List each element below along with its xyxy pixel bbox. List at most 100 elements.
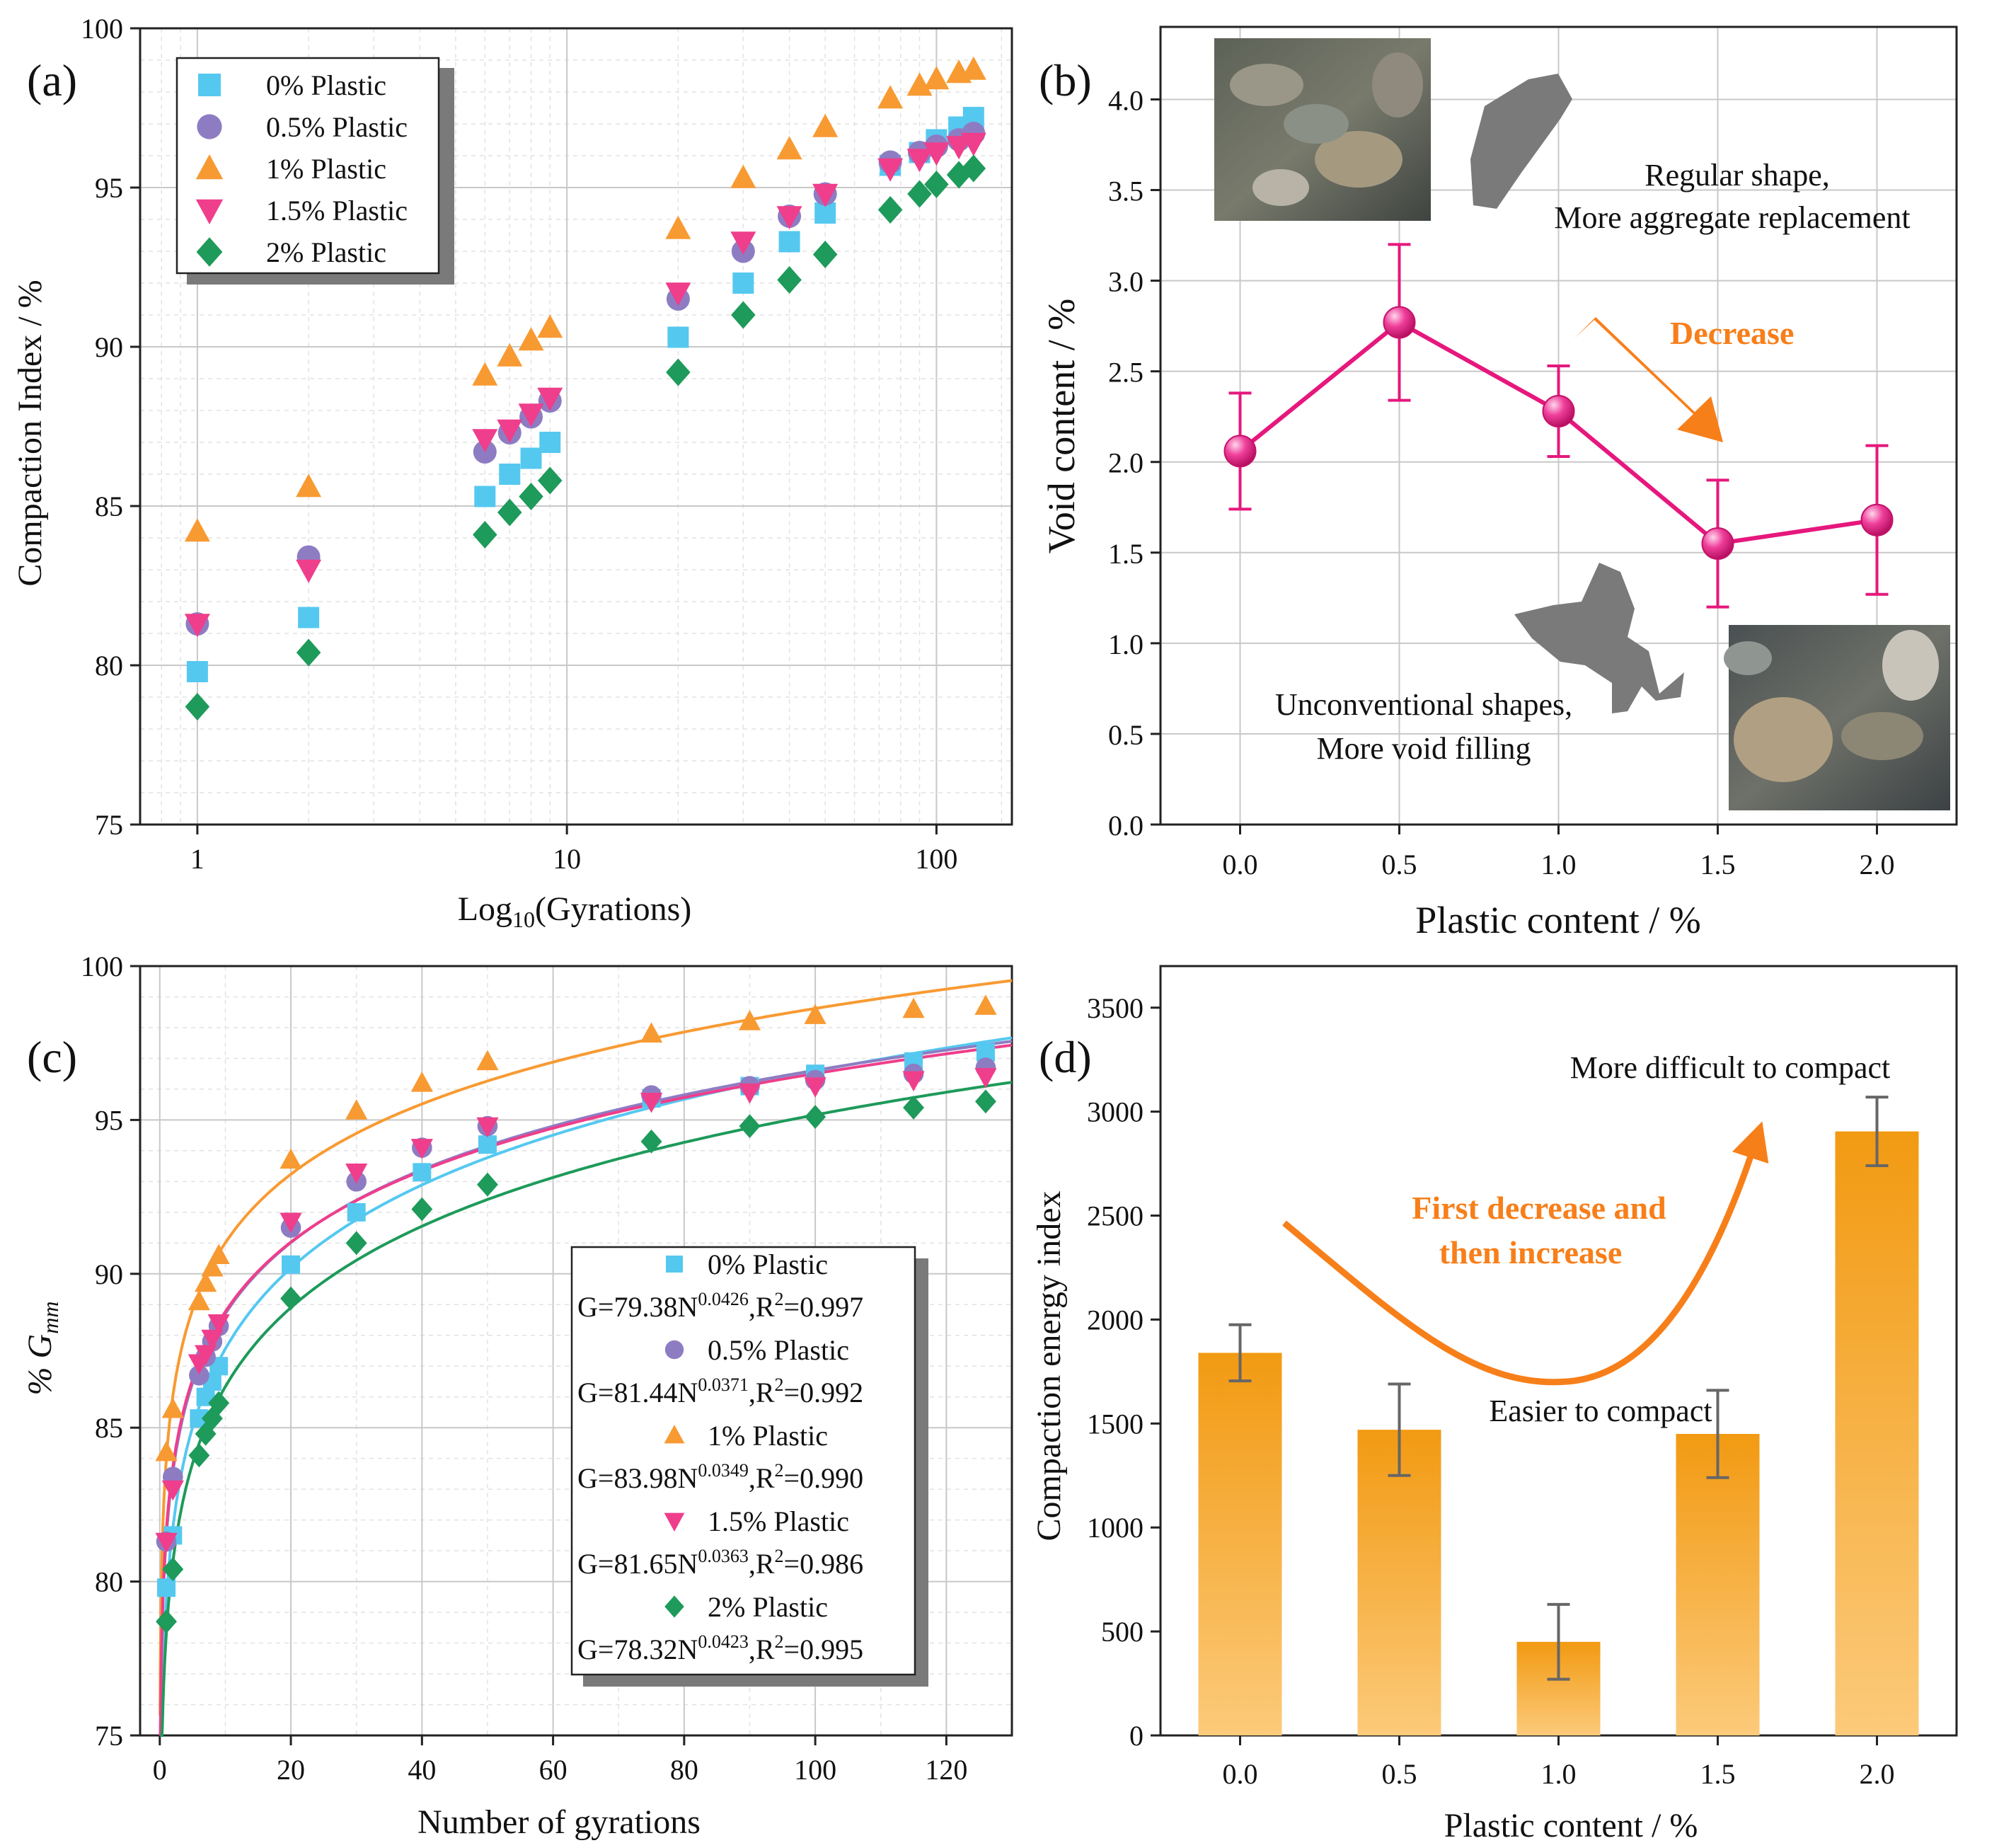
panel-c-point	[411, 1197, 433, 1222]
panel-d-bars	[1198, 1096, 1919, 1735]
panel-a-point	[666, 358, 691, 386]
panel-c-equation-exponent: 0.0363	[698, 1546, 749, 1566]
panel-c-point	[188, 1290, 210, 1311]
panel-c-legend-equation: G=81.65N0.0363,R2=0.986	[577, 1546, 863, 1580]
panel-a-plot-frame	[139, 27, 1013, 826]
panel-a-point	[730, 231, 756, 256]
panel-c-point	[155, 1532, 178, 1554]
panel-a-point	[923, 142, 950, 166]
panel-c-point	[156, 1609, 178, 1634]
panel-a-points	[184, 56, 986, 720]
panel-a-point	[961, 154, 986, 183]
regular-shape-text-2: More aggregate replacement	[1554, 200, 1910, 235]
panel-a-point	[298, 607, 320, 628]
panel-a-point	[296, 559, 322, 583]
panel-a-point	[519, 483, 543, 510]
panel-a-legend-marker	[197, 114, 222, 139]
first-decrease-label-2: then increase	[1439, 1234, 1623, 1270]
panel-a-point	[497, 498, 522, 527]
panel-a-point	[184, 614, 210, 638]
panel-c-legend-label: 1% Plastic	[708, 1420, 828, 1452]
panel-c-equation-exponent: 0.0349	[698, 1460, 749, 1481]
panel-c-xtick-label: 100	[794, 1754, 836, 1786]
irregular-aggregate-shape	[1514, 563, 1684, 713]
panel-d-ytick-label: 3500	[1087, 992, 1144, 1024]
decrease-arrow	[1574, 317, 1723, 442]
panel-a-legend-label: 0% Plastic	[266, 69, 386, 101]
panel-b-xtick-label: 2.0	[1860, 849, 1895, 880]
panel-d-xtick-label: 1.5	[1700, 1758, 1736, 1790]
panel-c-point	[478, 1135, 497, 1154]
panel-d-ytick-label: 0	[1129, 1720, 1144, 1752]
panel-a-point	[812, 183, 839, 207]
panel-a-point	[877, 158, 904, 182]
unconventional-shape-text-2: More void filling	[1316, 731, 1531, 766]
panel-a-point	[537, 314, 563, 338]
panel-a-point	[472, 429, 498, 453]
first-decrease-label-1: First decrease and	[1412, 1190, 1666, 1226]
panel-c-point	[410, 1071, 433, 1092]
panel-a-point	[777, 266, 802, 294]
decrease-increase-curve-arrow	[1282, 1121, 1769, 1386]
panel-a-point	[877, 196, 903, 224]
panel-c-equation-r-value: =0.986	[784, 1548, 864, 1580]
panel-c-ytick-label: 100	[81, 951, 123, 982]
panel-c-ylabel-main: % G	[21, 1334, 59, 1396]
panel-c-point	[476, 1117, 499, 1138]
panel-b-ytick-label: 0.5	[1108, 719, 1144, 751]
panel-a-legend-marker	[195, 199, 224, 224]
panel-c-equation-r: ,R	[749, 1634, 775, 1665]
panel-c-point	[410, 1139, 433, 1159]
panel-a-point	[812, 241, 838, 268]
panel-a-point	[667, 326, 689, 348]
panel-a-legend: 0% Plastic 0.5% Plastic 1% Plastic 1.5% Pla…	[175, 57, 454, 285]
decrease-label: Decrease	[1670, 315, 1794, 351]
panel-d-xtick-label: 1.0	[1541, 1758, 1577, 1790]
panel-c-point	[280, 1286, 302, 1311]
panel-c-ytick-label: 80	[95, 1566, 123, 1598]
panel-c-point	[345, 1099, 368, 1120]
aggregate-photo-bottom	[1724, 625, 1950, 810]
panel-d: 0.0 0.5 1.0 1.5 2.0 0 500 1000 1500 2000 2500 3000 3…	[1030, 965, 1958, 1843]
panel-b-point	[1223, 435, 1257, 468]
panel-c-plot-frame	[139, 965, 1013, 1737]
panel-d-ytick-label: 500	[1101, 1616, 1144, 1648]
panel-c-ylabel: % Gmm	[21, 1302, 63, 1396]
panel-c-point	[903, 1096, 925, 1120]
panel-d-xtick-label: 2.0	[1860, 1758, 1895, 1790]
panel-a-point	[877, 85, 904, 109]
panel-d-xtick-label: 0.0	[1223, 1758, 1258, 1790]
panel-c-point	[640, 1092, 663, 1113]
panel-b-ytick-label: 2.5	[1108, 357, 1144, 389]
panel-a-xlabel-sub: 10	[512, 907, 535, 932]
panel-a-point	[812, 113, 839, 137]
panel-c-equation-r-value: =0.992	[784, 1377, 864, 1408]
panel-c-equation-main: G=78.32N	[577, 1634, 698, 1665]
panel-a-ytick-label: 80	[95, 650, 123, 682]
panel-c-point	[201, 1329, 224, 1350]
panel-c-equation-r-value: =0.990	[784, 1462, 864, 1494]
panel-c-point	[640, 1129, 662, 1154]
more-difficult-label: More difficult to compact	[1570, 1050, 1891, 1085]
panel-c-point	[188, 1443, 210, 1468]
panel-c-point	[155, 1440, 178, 1462]
panel-d-bar	[1676, 1434, 1760, 1735]
panel-a-legend-label: 0.5% Plastic	[266, 111, 408, 143]
panel-c-legend-label: 0% Plastic	[708, 1248, 828, 1280]
panel-a-point	[520, 447, 542, 469]
panel-c-point	[804, 1077, 826, 1098]
panel-a-legend-marker	[196, 237, 223, 267]
panel-a-point	[946, 136, 972, 160]
panel-a-point	[296, 473, 322, 498]
panel-b-ytick-label: 1.5	[1108, 538, 1144, 570]
panel-d-bar	[1835, 1131, 1919, 1735]
panel-c-point	[805, 1105, 826, 1129]
panel-c-legend-marker	[664, 1595, 684, 1618]
panel-c-ytick-label: 85	[95, 1412, 123, 1444]
panel-c-equation-r-value: =0.995	[784, 1634, 864, 1665]
panel-c-point	[282, 1255, 301, 1274]
panel-b-ytick-label: 4.0	[1108, 84, 1144, 116]
panel-c-legend-equation: G=78.32N0.0423,R2=0.995	[577, 1631, 863, 1665]
panel-a-point	[518, 327, 544, 351]
